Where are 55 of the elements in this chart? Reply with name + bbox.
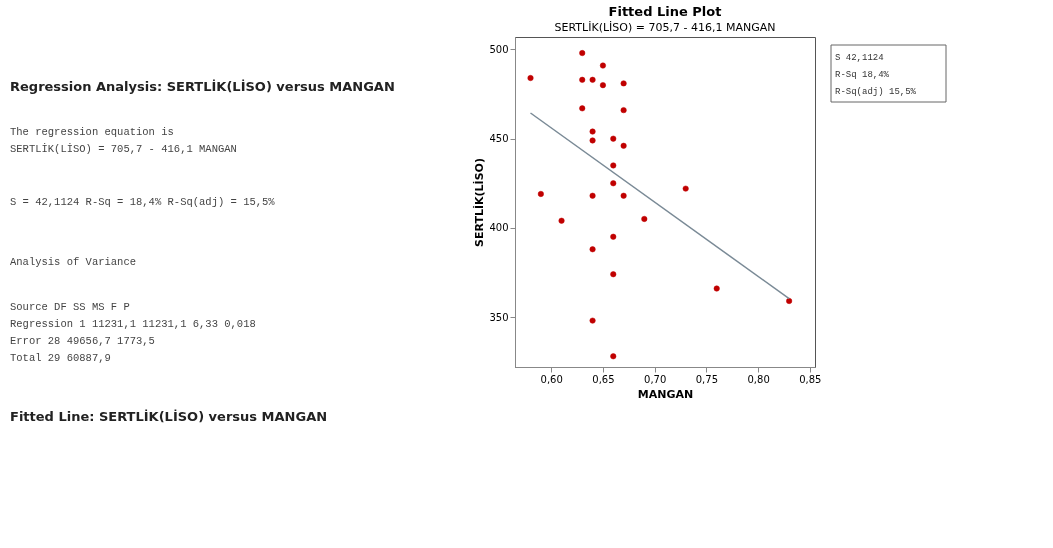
- point: [589, 128, 596, 135]
- point: [610, 353, 617, 360]
- point: [589, 192, 596, 199]
- point: [620, 80, 627, 87]
- point: [610, 233, 617, 240]
- x-tick-label: 0,75: [695, 373, 719, 385]
- text: S = 42,1124 R-Sq = 18,4% R-Sq(adj) = 15,5%: [10, 196, 276, 208]
- point: [786, 298, 793, 304]
- point: [620, 142, 627, 149]
- text: Fitted Line: SERTLİK(LİSO) versus MANGAN: [10, 409, 328, 424]
- point: [682, 185, 689, 192]
- text: Regression Analysis: SERTLİK(LİSO) versus MANGAN: [10, 79, 395, 94]
- point: [537, 190, 544, 197]
- text: The regression equation is: [10, 126, 174, 138]
- y-tick-label: 500: [489, 43, 509, 55]
- point: [713, 285, 720, 292]
- y-axis-title: SERTLİK(LİSO): [472, 158, 487, 247]
- x-tick-label: 0,80: [747, 373, 770, 385]
- point: [589, 246, 596, 253]
- text: R-Sq 18,4%: [835, 70, 890, 80]
- text: SERTLİK(LİSO) = 705,7 - 416,1 MANGAN: [10, 143, 237, 155]
- point: [610, 271, 617, 278]
- x-axis-title: MANGAN: [637, 387, 694, 401]
- point: [579, 50, 586, 57]
- x-tick-label: 0,85: [799, 373, 822, 385]
- text: R-Sq(adj) 15,5%: [835, 87, 917, 97]
- x-tick-label: 0,60: [540, 373, 563, 385]
- point: [579, 76, 586, 83]
- chart-title: Fitted Line Plot: [608, 4, 722, 19]
- point: [620, 192, 627, 199]
- x-tick-label: 0,65: [592, 373, 615, 385]
- point: [610, 180, 617, 187]
- text: Analysis of Variance: [10, 256, 137, 268]
- point: [610, 162, 617, 169]
- point: [599, 82, 606, 89]
- source-note: Source DF SS MS F P: [10, 301, 130, 313]
- chart-subtitle: SERTLİK(LİSO) = 705,7 - 416,1 MANGAN: [554, 21, 776, 34]
- point: [620, 107, 627, 114]
- y-tick-label: 450: [489, 133, 509, 145]
- text: S 42,1124: [835, 53, 884, 63]
- point: [599, 62, 606, 69]
- y-tick-label: 400: [489, 222, 509, 234]
- point: [558, 217, 565, 224]
- text: Total 29 60887,9: [10, 352, 111, 364]
- text: Regression 1 11231,1 11231,1 6,33 0,018: [10, 318, 256, 330]
- point: [641, 215, 648, 222]
- x-tick-label: 0,70: [644, 373, 667, 385]
- point: [589, 76, 596, 83]
- text: Error 28 49656,7 1773,5: [10, 335, 155, 347]
- point: [579, 105, 586, 112]
- point: [527, 75, 534, 82]
- y-tick-label: 350: [489, 311, 509, 323]
- point: [610, 135, 617, 142]
- point: [589, 317, 596, 324]
- point: [589, 137, 596, 144]
